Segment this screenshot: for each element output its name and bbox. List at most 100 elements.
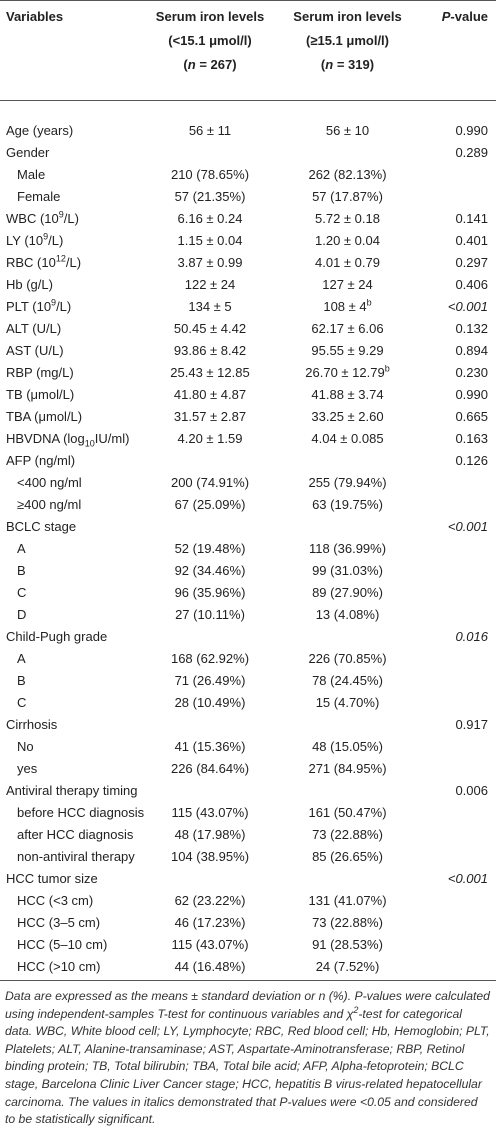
header-variables: Variables xyxy=(6,5,63,29)
text: IU/ml) xyxy=(94,431,130,446)
top-rule xyxy=(0,0,496,1)
text: 57 (21.35%) xyxy=(174,189,246,204)
text: 0.990 xyxy=(455,123,488,138)
value-cell: 48 (15.05%) xyxy=(270,736,425,758)
text: 0.126 xyxy=(455,453,488,468)
row-label: LY (109/L) xyxy=(6,230,63,252)
text: 91 (28.53%) xyxy=(312,937,383,952)
row-label: Cirrhosis xyxy=(6,714,57,736)
row-label: BCLC stage xyxy=(6,516,76,538)
text: 26.70 ± 12.79 xyxy=(305,365,385,380)
row-label: AST (U/L) xyxy=(6,340,64,362)
value-cell: 4.20 ± 1.59 xyxy=(150,428,270,450)
text: ( xyxy=(183,57,188,72)
text: 48 (15.05%) xyxy=(312,739,383,754)
header-group-line: (n = 267) xyxy=(150,53,270,77)
text: 92 (34.46%) xyxy=(174,563,246,578)
row-label: Child-Pugh grade xyxy=(6,626,107,648)
text: 95.55 ± 9.29 xyxy=(311,343,384,358)
value-cell: 96 (35.96%) xyxy=(150,582,270,604)
row-label: HBVDNA (log10IU/ml) xyxy=(6,428,129,450)
value-cell: 115 (43.07%) xyxy=(150,802,270,824)
text: Age (years) xyxy=(6,123,74,138)
text: Data are expressed as the means ± standa… xyxy=(5,989,490,1021)
text: D xyxy=(17,607,27,622)
header-rule xyxy=(0,100,496,101)
text: 262 (82.13%) xyxy=(308,167,387,182)
text: ≥400 ng/ml xyxy=(17,497,82,512)
text: /L) xyxy=(56,299,72,314)
value-cell: 210 (78.65%) xyxy=(150,164,270,186)
value-cell: 25.43 ± 12.85 xyxy=(150,362,270,384)
text: 56 ± 10 xyxy=(325,123,370,138)
text: 89 (27.90%) xyxy=(312,585,383,600)
p-value-cell: <0.001 xyxy=(448,868,488,890)
text: (≥15.1 μmol/l) xyxy=(306,33,389,48)
value-cell: 62 (23.22%) xyxy=(150,890,270,912)
value-cell: 41.80 ± 4.87 xyxy=(150,384,270,406)
row-label: HCC tumor size xyxy=(6,868,98,890)
value-cell: 13 (4.08%) xyxy=(270,604,425,626)
text: B xyxy=(17,563,26,578)
text: 1.20 ± 0.04 xyxy=(315,233,380,248)
text: before HCC diagnosis xyxy=(17,805,145,820)
text: 0.665 xyxy=(455,409,488,424)
text: 0.917 xyxy=(455,717,488,732)
sup-text: 9 xyxy=(43,231,49,242)
text: Female xyxy=(17,189,61,204)
row-label: TB (μmol/L) xyxy=(6,384,74,406)
text: 0.894 xyxy=(455,343,488,358)
text: No xyxy=(17,739,34,754)
value-cell: 50.45 ± 4.42 xyxy=(150,318,270,340)
value-cell xyxy=(150,714,270,736)
value-cell: 1.20 ± 0.04 xyxy=(270,230,425,252)
text: 4.04 ± 0.085 xyxy=(311,431,384,446)
text: 33.25 ± 2.60 xyxy=(311,409,384,424)
value-cell: 15 (4.70%) xyxy=(270,692,425,714)
text: RBP (mg/L) xyxy=(6,365,74,380)
value-cell: 92 (34.46%) xyxy=(150,560,270,582)
text: 24 (7.52%) xyxy=(315,959,380,974)
text: 0.163 xyxy=(455,431,488,446)
text: 1.15 ± 0.04 xyxy=(177,233,243,248)
p-value-cell: <0.001 xyxy=(448,516,488,538)
sup-text: 9 xyxy=(58,209,64,220)
text: 62 (23.22%) xyxy=(174,893,246,908)
text: HCC tumor size xyxy=(6,871,98,886)
text: 122 ± 24 xyxy=(184,277,236,292)
text: Hb (g/L) xyxy=(6,277,53,292)
p-value-cell: 0.401 xyxy=(455,230,488,252)
text: 226 (70.85%) xyxy=(308,651,387,666)
row-label: WBC (109/L) xyxy=(6,208,79,230)
text: BCLC stage xyxy=(6,519,77,534)
value-cell: 26.70 ± 12.79b xyxy=(270,362,425,384)
row-label: non-antiviral therapy xyxy=(17,846,135,868)
text: 56 ± 11 xyxy=(188,123,232,138)
value-cell: 73 (22.88%) xyxy=(270,824,425,846)
text: 115 (43.07%) xyxy=(171,937,249,952)
italic-text: P xyxy=(441,9,451,24)
value-cell: 78 (24.45%) xyxy=(270,670,425,692)
value-cell xyxy=(270,450,425,472)
value-cell: 95.55 ± 9.29 xyxy=(270,340,425,362)
value-cell: 71 (26.49%) xyxy=(150,670,270,692)
value-cell: 85 (26.65%) xyxy=(270,846,425,868)
value-cell: 62.17 ± 6.06 xyxy=(270,318,425,340)
value-cell: 99 (31.03%) xyxy=(270,560,425,582)
p-value-cell: 0.163 xyxy=(455,428,488,450)
text: RBC (10 xyxy=(6,255,56,270)
row-label: HCC (3–5 cm) xyxy=(17,912,100,934)
value-cell xyxy=(270,516,425,538)
value-cell: 56 ± 10 xyxy=(270,120,425,142)
text: 48 (17.98%) xyxy=(174,827,246,842)
p-value-cell: 0.665 xyxy=(455,406,488,428)
text: 226 (84.64%) xyxy=(170,761,250,776)
text: 0.230 xyxy=(455,365,488,380)
row-label: Antiviral therapy timing xyxy=(6,780,138,802)
text: 0.132 xyxy=(455,321,488,336)
sup-text: 12 xyxy=(55,253,66,264)
italic-text: <0.001 xyxy=(447,519,488,534)
value-cell xyxy=(270,142,425,164)
value-cell: 262 (82.13%) xyxy=(270,164,425,186)
value-cell: 168 (62.92%) xyxy=(150,648,270,670)
